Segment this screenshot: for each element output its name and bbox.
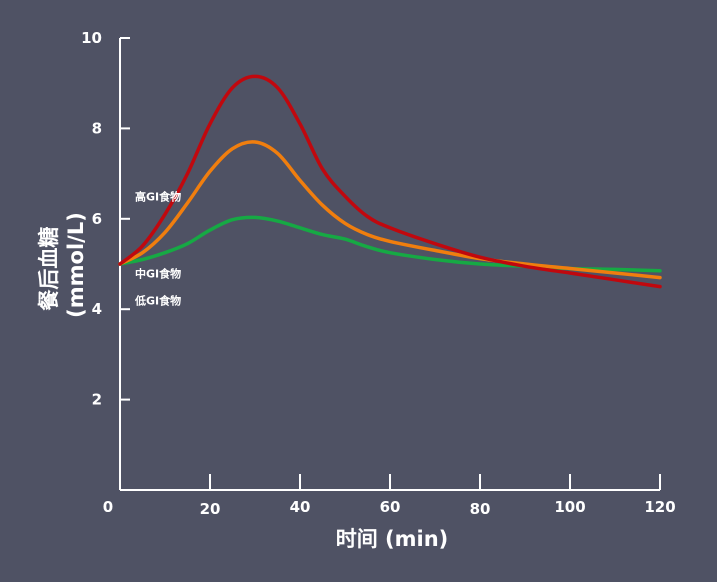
- y-axis-title-line-2: (mmol/L): [64, 212, 88, 318]
- y-tick-label-6: 6: [92, 210, 102, 228]
- x-tick-label-40: 40: [290, 498, 311, 516]
- x-tick-label-100: 100: [554, 498, 585, 516]
- y-axis-title-line-1: 餐后血糖: [37, 227, 61, 311]
- series-line-medium-gi: [118, 140, 662, 280]
- y-axis-title: 餐后血糖 (mmol/L): [37, 212, 88, 318]
- series-line-high-gi: [118, 74, 662, 289]
- series-layer: [118, 74, 662, 289]
- x-tick-label-20: 20: [200, 500, 221, 518]
- x-tick-label-60: 60: [380, 498, 401, 516]
- series-label-medium-gi: 中GI食物: [135, 267, 181, 281]
- series-label-high-gi: 高GI食物: [135, 190, 181, 204]
- x-axis-title: 时间 (min): [336, 527, 449, 551]
- y-tick-label-8: 8: [92, 119, 102, 137]
- x-tick-label-120: 120: [644, 498, 675, 516]
- y-tick-label-4: 4: [92, 300, 102, 318]
- series-label-low-gi: 低GI食物: [134, 294, 181, 308]
- x-tick-label-0: 0: [103, 498, 113, 516]
- x-tick-label-80: 80: [470, 500, 491, 518]
- y-tick-label-10: 10: [81, 29, 102, 47]
- y-tick-label-2: 2: [92, 391, 102, 409]
- series-line-low-gi: [118, 215, 662, 273]
